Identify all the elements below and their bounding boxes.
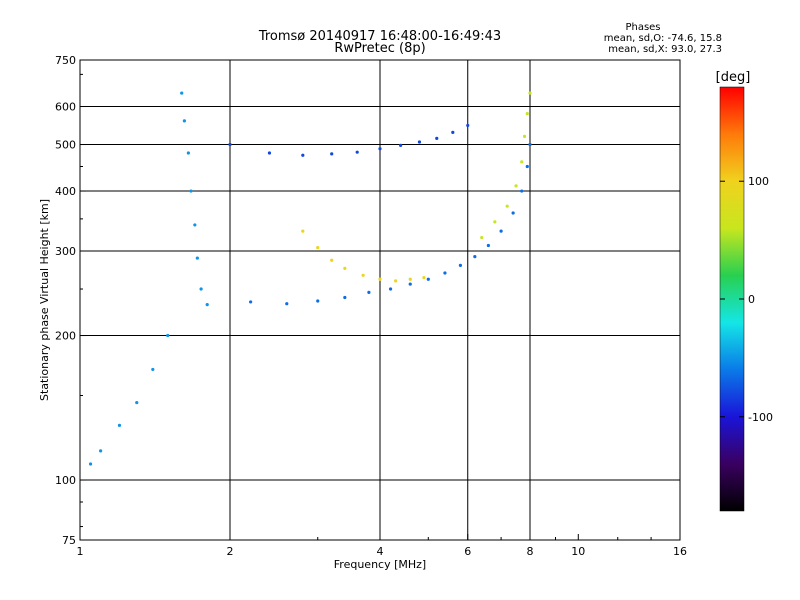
data-point bbox=[205, 302, 209, 307]
y-tick-label: 500 bbox=[55, 139, 76, 152]
data-point bbox=[422, 276, 426, 280]
plot-frame: 1 2 4 6 8 10 16 75 100 200 300 400 500 600 750 bbox=[55, 54, 687, 558]
data-point bbox=[525, 111, 529, 116]
x-tick-label: 10 bbox=[571, 545, 585, 558]
data-point bbox=[493, 220, 497, 224]
data-point bbox=[301, 229, 305, 233]
phase-legend: Phases mean, sd,O: -74.6, 15.8 mean, sd,… bbox=[604, 22, 722, 55]
data-point bbox=[528, 91, 532, 95]
y-axis: 75 100 200 300 400 500 600 750 bbox=[55, 54, 86, 547]
colorbar-tick-label: 0 bbox=[748, 293, 755, 306]
colorbar-tick-label: -100 bbox=[748, 411, 773, 424]
data-point bbox=[514, 184, 518, 188]
data-point bbox=[135, 400, 139, 405]
data-point bbox=[473, 255, 477, 259]
y-tick-label: 200 bbox=[55, 330, 76, 343]
data-point bbox=[186, 151, 190, 155]
data-point bbox=[166, 333, 170, 338]
data-point bbox=[195, 256, 199, 260]
x-axis: 1 2 4 6 8 10 16 bbox=[77, 534, 687, 558]
x-tick-label: 2 bbox=[227, 545, 234, 558]
data-point bbox=[499, 229, 503, 233]
data-point bbox=[180, 91, 184, 95]
data-point bbox=[388, 287, 393, 291]
data-point bbox=[330, 258, 334, 262]
x-tick-label: 6 bbox=[464, 545, 471, 558]
data-point bbox=[361, 273, 365, 277]
grid-lines bbox=[80, 60, 680, 540]
data-point bbox=[408, 282, 412, 286]
data-point bbox=[480, 235, 484, 240]
data-point bbox=[193, 223, 197, 227]
data-point bbox=[522, 134, 527, 138]
chart-title: Tromsø 20140917 16:48:00-16:49:43 bbox=[258, 29, 501, 44]
y-tick-label: 100 bbox=[55, 474, 76, 487]
y-tick-label: 300 bbox=[55, 245, 76, 258]
data-point bbox=[399, 143, 403, 147]
data-point bbox=[117, 423, 122, 427]
data-point bbox=[301, 153, 305, 157]
data-point bbox=[355, 150, 359, 154]
data-point bbox=[408, 277, 412, 281]
data-point bbox=[520, 160, 524, 164]
x-tick-label: 8 bbox=[527, 545, 534, 558]
x-tick-label: 4 bbox=[377, 545, 384, 558]
data-point bbox=[228, 142, 232, 147]
colorbar-label: [deg] bbox=[716, 70, 751, 85]
data-point bbox=[378, 147, 382, 151]
data-point bbox=[285, 302, 289, 306]
data-point bbox=[189, 189, 193, 193]
x-axis-label: Frequency [MHz] bbox=[334, 558, 426, 571]
data-point bbox=[267, 151, 272, 155]
data-points bbox=[88, 91, 532, 466]
data-point bbox=[199, 287, 203, 291]
data-point bbox=[458, 263, 463, 267]
x-tick-label: 1 bbox=[77, 545, 84, 558]
data-point bbox=[99, 449, 103, 453]
data-point bbox=[466, 123, 470, 128]
colorbar: [deg] 100 0 -100 bbox=[716, 70, 773, 512]
y-tick-label: 750 bbox=[55, 54, 76, 67]
data-point bbox=[88, 462, 93, 466]
y-tick-label: 75 bbox=[62, 534, 76, 547]
legend-line-x: mean, sd,X: 93.0, 27.3 bbox=[608, 44, 722, 55]
data-point bbox=[330, 152, 334, 156]
data-point bbox=[151, 367, 155, 372]
data-point bbox=[511, 211, 515, 215]
data-point bbox=[367, 290, 371, 294]
chart-subtitle: RwPretec (8p) bbox=[334, 41, 425, 56]
data-point bbox=[426, 277, 430, 281]
y-tick-label: 400 bbox=[55, 185, 76, 198]
data-point bbox=[505, 204, 509, 208]
data-point bbox=[316, 245, 320, 250]
data-point bbox=[417, 140, 422, 144]
colorbar-tick-label: 100 bbox=[748, 175, 769, 188]
data-point bbox=[451, 130, 455, 134]
data-point bbox=[343, 295, 347, 300]
data-point bbox=[528, 142, 532, 147]
x-tick-label: 16 bbox=[673, 545, 687, 558]
data-point bbox=[435, 136, 439, 140]
legend-line-o: mean, sd,O: -74.6, 15.8 bbox=[604, 33, 722, 44]
data-point bbox=[316, 299, 320, 303]
data-point bbox=[443, 271, 447, 275]
colorbar-ticks: 100 0 -100 bbox=[720, 175, 773, 424]
data-point bbox=[378, 277, 382, 281]
data-point bbox=[486, 243, 490, 248]
data-point bbox=[249, 300, 253, 304]
data-point bbox=[182, 119, 186, 123]
y-axis-label: Stationary phase Virtual Height [km] bbox=[38, 199, 51, 401]
data-point bbox=[394, 279, 398, 283]
legend-title: Phases bbox=[625, 22, 660, 33]
y-tick-label: 600 bbox=[55, 101, 76, 114]
data-point bbox=[525, 164, 529, 169]
data-point bbox=[343, 266, 347, 270]
data-point bbox=[520, 189, 524, 193]
